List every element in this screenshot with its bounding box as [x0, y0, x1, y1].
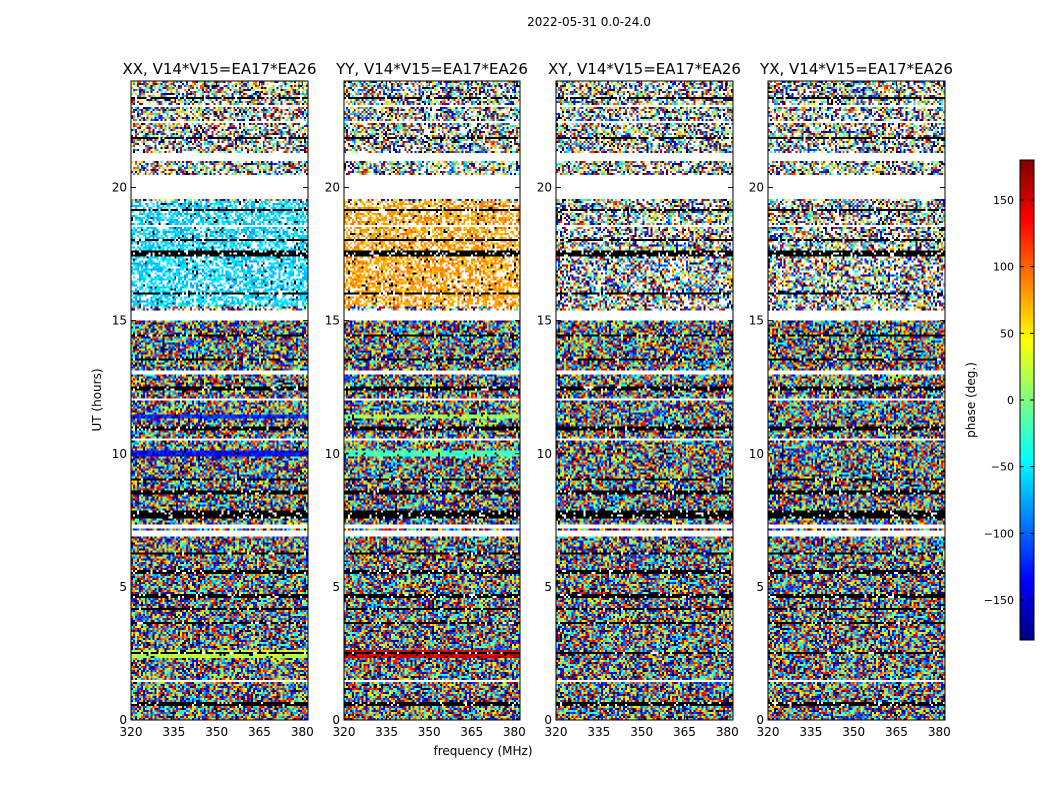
x-tick-label: 380 — [928, 725, 951, 739]
figure-suptitle: 2022-05-31 0.0-24.0 — [527, 15, 651, 29]
panel-frame — [343, 80, 521, 721]
panel-frame — [130, 80, 309, 721]
panel-3: YX, V14*V15=EA17*EA26 320 335 350 365 380 0 5 10… — [749, 60, 953, 739]
y-tick-label: 20 — [749, 181, 764, 195]
y-tick-label: 15 — [112, 314, 127, 328]
y-tick-label: 10 — [537, 447, 552, 461]
panel-frame — [767, 80, 946, 721]
panel-0: XX, V14*V15=EA17*EA26 320 335 350 365 380 0 5 10… — [112, 60, 317, 739]
x-tick-label: 335 — [587, 725, 610, 739]
y-tick-label: 15 — [749, 314, 764, 328]
panel-title: YY, V14*V15=EA17*EA26 — [335, 60, 528, 78]
colorbar-label: phase (deg.) — [964, 362, 978, 438]
x-tick-label: 380 — [716, 725, 739, 739]
y-tick-label: 0 — [544, 713, 552, 727]
x-tick-label: 320 — [333, 725, 356, 739]
colorbar-tick-label: 150 — [993, 194, 1014, 207]
y-tick-label: 10 — [112, 447, 127, 461]
y-tick-label: 0 — [119, 713, 127, 727]
y-tick-label: 20 — [112, 181, 127, 195]
y-tick-label: 20 — [325, 181, 340, 195]
colorbar: −150 −100 −50 0 50 100 150 phase (deg.) — [964, 159, 1035, 641]
y-tick-label: 15 — [537, 314, 552, 328]
panel-1: YY, V14*V15=EA17*EA26 320 335 350 365 380 0 5 10… — [325, 60, 528, 739]
y-tick-label: 15 — [325, 314, 340, 328]
heatmap-image — [556, 81, 733, 720]
heatmap-image — [344, 81, 520, 720]
panel-title: YX, V14*V15=EA17*EA26 — [759, 60, 953, 78]
x-tick-label: 350 — [630, 725, 653, 739]
y-tick-label: 10 — [325, 447, 340, 461]
x-tick-label: 350 — [418, 725, 441, 739]
colorbar-tick-label: 100 — [993, 261, 1014, 274]
y-tick-label: 5 — [544, 580, 552, 594]
heatmap-image — [131, 81, 308, 720]
colorbar-tick-label: −100 — [984, 527, 1014, 540]
x-axis-label: frequency (MHz) — [433, 744, 532, 758]
y-tick-label: 5 — [332, 580, 340, 594]
colorbar-tick-label: 0 — [1007, 394, 1014, 407]
x-tick-label: 335 — [375, 725, 398, 739]
x-tick-label: 365 — [673, 725, 696, 739]
y-tick-label: 0 — [756, 713, 764, 727]
x-tick-label: 320 — [545, 725, 568, 739]
x-tick-label: 365 — [248, 725, 271, 739]
y-tick-label: 0 — [332, 713, 340, 727]
colorbar-tick-label: −150 — [984, 594, 1014, 607]
x-tick-label: 320 — [120, 725, 143, 739]
y-axis-label: UT (hours) — [90, 368, 104, 431]
panel-frame — [555, 80, 734, 721]
x-tick-label: 380 — [503, 725, 526, 739]
x-tick-label: 335 — [799, 725, 822, 739]
x-tick-label: 320 — [757, 725, 780, 739]
x-tick-label: 365 — [885, 725, 908, 739]
panel-title: XY, V14*V15=EA17*EA26 — [548, 60, 741, 78]
x-tick-label: 350 — [205, 725, 228, 739]
y-tick-label: 10 — [749, 447, 764, 461]
colorbar-tick-label: 50 — [1000, 327, 1014, 340]
panels-group: XX, V14*V15=EA17*EA26 320 335 350 365 380 0 5 10… — [90, 60, 953, 758]
x-tick-label: 335 — [162, 725, 185, 739]
y-tick-label: 5 — [119, 580, 127, 594]
x-tick-label: 350 — [842, 725, 865, 739]
x-tick-label: 365 — [460, 725, 483, 739]
panel-2: XY, V14*V15=EA17*EA26 320 335 350 365 380 0 5 10… — [537, 60, 741, 739]
panel-title: XX, V14*V15=EA17*EA26 — [122, 60, 316, 78]
heatmap-image — [768, 81, 945, 720]
colorbar-tick-label: −50 — [991, 461, 1014, 474]
x-tick-label: 380 — [291, 725, 314, 739]
y-tick-label: 20 — [537, 181, 552, 195]
y-tick-label: 5 — [756, 580, 764, 594]
